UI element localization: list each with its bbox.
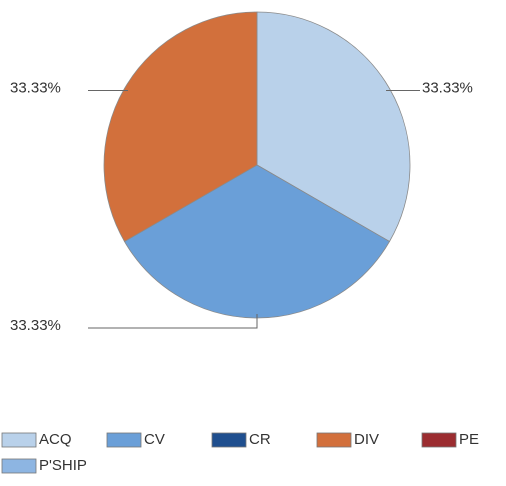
legend-swatch	[211, 432, 247, 448]
legend-label: CV	[144, 431, 165, 448]
data-label: 33.33%	[422, 79, 473, 96]
legend-swatch	[1, 432, 37, 448]
data-label: 33.33%	[10, 79, 61, 96]
legend-swatch	[316, 432, 352, 448]
data-label: 33.33%	[10, 317, 61, 334]
legend-label: PE	[459, 431, 479, 448]
legend-label: ACQ	[39, 431, 72, 448]
legend-label: CR	[249, 431, 271, 448]
leader-line	[88, 314, 258, 329]
legend-swatch	[106, 432, 142, 448]
pie-slice	[256, 11, 411, 243]
legend-swatch	[1, 458, 37, 474]
legend-label: P'SHIP	[39, 457, 87, 474]
legend-swatch	[421, 432, 457, 448]
legend-label: DIV	[354, 431, 379, 448]
pie-slice	[103, 11, 258, 243]
